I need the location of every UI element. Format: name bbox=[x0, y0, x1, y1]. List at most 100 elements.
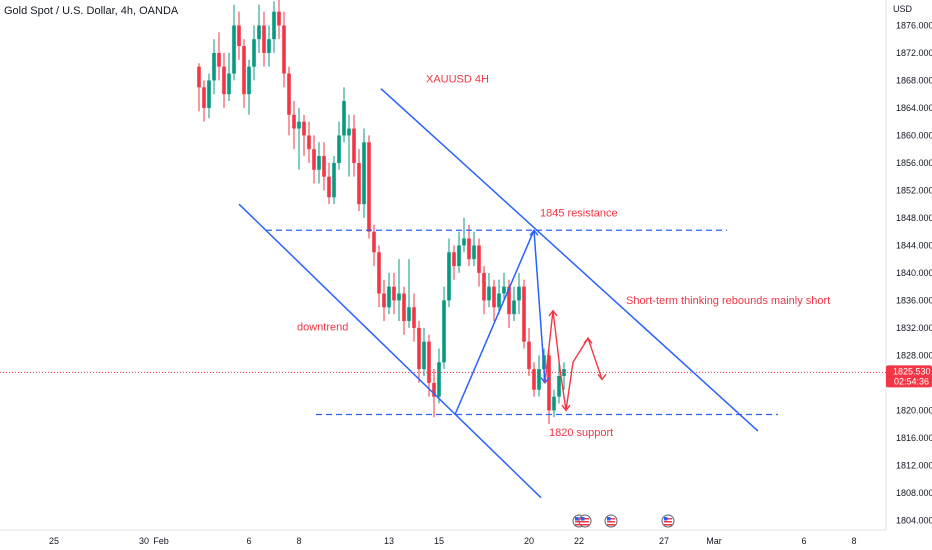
candle-body bbox=[272, 11, 276, 40]
trend-line[interactable] bbox=[533, 230, 546, 383]
candle-body bbox=[307, 135, 311, 150]
candle-body bbox=[477, 245, 481, 273]
candle-body bbox=[537, 369, 541, 390]
candle-body bbox=[207, 80, 211, 108]
arrow-head-icon bbox=[529, 229, 539, 236]
candle-body bbox=[282, 25, 286, 74]
price-tick-label: 1844.000 bbox=[896, 240, 932, 250]
price-tag-price: 1825.530 bbox=[893, 366, 931, 376]
chart-annotation[interactable]: 1820 support bbox=[549, 427, 613, 439]
candle-body bbox=[487, 286, 491, 301]
trend-line[interactable] bbox=[380, 88, 759, 432]
candle-body bbox=[527, 341, 531, 370]
currency-label: USD bbox=[893, 4, 913, 14]
candle-body bbox=[327, 176, 331, 198]
candle-body bbox=[332, 162, 336, 198]
chart-annotation[interactable]: downtrend bbox=[297, 322, 348, 334]
candle-body bbox=[382, 293, 386, 308]
candle-body bbox=[412, 307, 416, 328]
candle-body bbox=[482, 272, 486, 301]
candle-body bbox=[442, 300, 446, 363]
time-tick-label: 30 bbox=[139, 536, 149, 546]
time-tick-label: 15 bbox=[434, 536, 444, 546]
time-tick-label: Mar bbox=[706, 536, 722, 546]
chart-annotation[interactable]: 1845 resistance bbox=[540, 208, 618, 220]
price-tick-label: 1860.000 bbox=[896, 130, 932, 140]
candle-body bbox=[262, 25, 266, 53]
candle-body bbox=[557, 376, 561, 397]
candle-body bbox=[472, 245, 476, 260]
candle-body bbox=[387, 286, 391, 308]
candle-body bbox=[417, 327, 421, 370]
candle-body bbox=[257, 25, 261, 40]
price-tick-label: 1856.000 bbox=[896, 158, 932, 168]
candle-body bbox=[322, 156, 326, 177]
price-tick-label: 1848.000 bbox=[896, 213, 932, 223]
candle-body bbox=[212, 52, 216, 81]
trend-line[interactable] bbox=[238, 203, 542, 499]
candle-body bbox=[197, 66, 201, 88]
candle-body bbox=[512, 300, 516, 315]
time-tick-label: 22 bbox=[574, 536, 584, 546]
candle-body bbox=[222, 66, 226, 95]
trend-line[interactable] bbox=[454, 229, 535, 415]
candle-body bbox=[467, 238, 471, 260]
candle-body bbox=[407, 307, 411, 322]
candle-body bbox=[397, 293, 401, 301]
candle-body bbox=[287, 73, 291, 115]
candle-body bbox=[217, 52, 221, 67]
candle-body bbox=[377, 252, 381, 294]
arrow-head-icon bbox=[597, 373, 607, 381]
candle-body bbox=[232, 25, 236, 74]
candle-body bbox=[462, 238, 466, 246]
price-axis[interactable]: 1804.000 1808.000 1812.000 1816.000 1820.000… bbox=[896, 20, 932, 525]
candles-group bbox=[197, 0, 566, 425]
candle-body bbox=[357, 162, 361, 205]
chart-annotation[interactable]: XAUUSD 4H bbox=[426, 73, 489, 85]
candle-body bbox=[297, 121, 301, 129]
candle-body bbox=[402, 293, 406, 322]
arrow-head-icon bbox=[548, 309, 558, 317]
price-tick-label: 1832.000 bbox=[896, 323, 932, 333]
candle-body bbox=[237, 25, 241, 47]
time-tick-label: 13 bbox=[384, 536, 394, 546]
candle-body bbox=[452, 252, 456, 267]
time-tick-label: 8 bbox=[296, 536, 301, 546]
price-tick-label: 1828.000 bbox=[896, 350, 932, 360]
candle-body bbox=[547, 355, 551, 411]
drawings-group: XAUUSD 4H 1845 resistance Short-term think… bbox=[238, 73, 830, 499]
time-tick-label: 27 bbox=[659, 536, 669, 546]
price-tick-label: 1840.000 bbox=[896, 268, 932, 278]
candle-body bbox=[352, 128, 356, 163]
price-tick-label: 1816.000 bbox=[896, 433, 932, 443]
candle-body bbox=[447, 252, 451, 301]
candle-body bbox=[522, 286, 526, 342]
candle-body bbox=[367, 142, 371, 232]
candle-body bbox=[497, 293, 501, 308]
candle-body bbox=[437, 362, 441, 397]
price-tick-label: 1812.000 bbox=[896, 460, 932, 470]
candle-body bbox=[422, 341, 426, 370]
price-tick-label: 1852.000 bbox=[896, 185, 932, 195]
candle-body bbox=[247, 66, 251, 95]
price-tick-label: 1836.000 bbox=[896, 295, 932, 305]
time-tick-label: Feb bbox=[153, 536, 169, 546]
candle-body bbox=[427, 341, 431, 383]
candle-body bbox=[342, 101, 346, 136]
candle-body bbox=[492, 286, 496, 308]
candle-body bbox=[432, 382, 436, 397]
candle-body bbox=[267, 39, 271, 53]
candle-body bbox=[457, 245, 461, 267]
event-flags[interactable] bbox=[572, 514, 675, 528]
price-tag-countdown: 02:54:36 bbox=[894, 376, 929, 386]
candle-body bbox=[372, 231, 376, 253]
time-axis[interactable]: 2530Feb681315202227Mar6813 bbox=[49, 536, 932, 546]
arrow-head-icon bbox=[561, 404, 571, 412]
price-tick-label: 1876.000 bbox=[896, 20, 932, 30]
candle-body bbox=[317, 156, 321, 170]
chart-annotation[interactable]: Short-term thinking rebounds mainly shor… bbox=[626, 295, 830, 307]
symbol-title: Gold Spot / U.S. Dollar, 4h, OANDA bbox=[4, 5, 179, 17]
candle-body bbox=[277, 11, 281, 26]
candle-body bbox=[362, 142, 366, 205]
